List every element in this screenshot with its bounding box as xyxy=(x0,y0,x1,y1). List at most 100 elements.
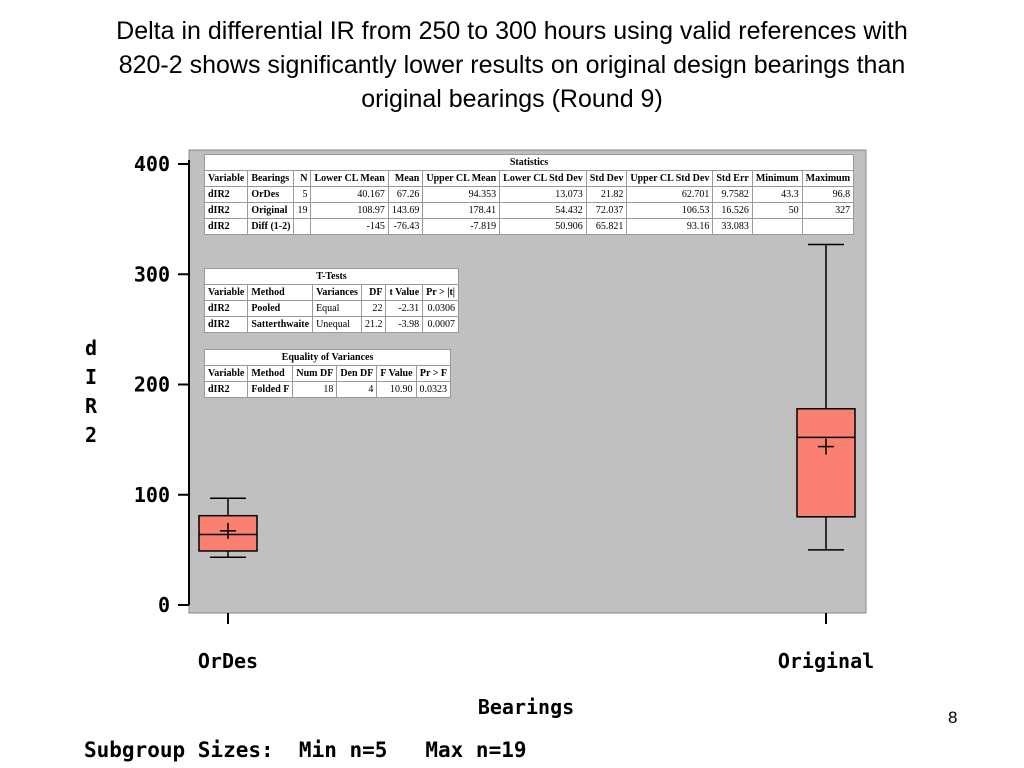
table-cell: -3.98 xyxy=(385,316,424,333)
table-row: dIR2 Folded F 18 4 10.90 0.0323 xyxy=(203,381,452,398)
table-cell: dIR2 xyxy=(203,186,249,203)
y-axis-label: dIR 2 xyxy=(85,336,98,447)
column-header: Variable xyxy=(203,284,249,301)
y-tick-label: 200 xyxy=(134,373,170,397)
table-cell: -76.43 xyxy=(387,218,424,235)
table-cell: OrDes xyxy=(247,186,295,203)
column-header: Variable xyxy=(203,365,249,382)
column-header: Minimum xyxy=(751,170,803,187)
table-cell: 72.037 xyxy=(585,202,628,219)
column-header: Variances xyxy=(312,284,362,301)
table-cell: Pooled xyxy=(247,300,314,317)
table-caption: Statistics xyxy=(203,154,855,171)
y-tick-label: 0 xyxy=(158,593,170,617)
table-row: dIR2 Diff (1-2) -145 -76.43 -7.819 50.906 65.8… xyxy=(203,218,855,235)
column-header: Method xyxy=(247,365,294,382)
column-header: N xyxy=(293,170,312,187)
column-header: t Value xyxy=(385,284,424,301)
table-cell: -2.31 xyxy=(385,300,424,317)
column-header: Std Err xyxy=(712,170,753,187)
table-cell: 10.90 xyxy=(376,381,417,398)
table-cell: 40.167 xyxy=(310,186,389,203)
column-header: Pr > |t| xyxy=(422,284,459,301)
table-cell: 21.2 xyxy=(360,316,387,333)
table-cell: 5 xyxy=(293,186,312,203)
table-cell: 108.97 xyxy=(310,202,389,219)
table-row: dIR2 Satterthwaite Unequal 21.2 -3.98 0.0007 xyxy=(203,316,459,333)
column-header: Den DF xyxy=(336,365,378,382)
table-cell: 43.3 xyxy=(751,186,803,203)
y-label-char: I xyxy=(85,365,97,389)
table-cell: 50.906 xyxy=(499,218,587,235)
box-original xyxy=(796,243,856,551)
table-cell: dIR2 xyxy=(203,316,249,333)
column-header: Upper CL Mean xyxy=(422,170,501,187)
table-cell: Equal xyxy=(312,300,362,317)
x-tick-label: OrDes xyxy=(198,649,258,673)
x-ticks: OrDes Original xyxy=(198,613,874,673)
table-cell: 0.0306 xyxy=(422,300,459,317)
table-row: dIR2 Original 19 108.97 143.69 178.41 54.432 72… xyxy=(203,202,855,219)
table-cell: 96.8 xyxy=(801,186,855,203)
column-header: Method xyxy=(247,284,314,301)
table-row: dIR2 Pooled Equal 22 -2.31 0.0306 xyxy=(203,300,459,317)
table-cell: dIR2 xyxy=(203,381,249,398)
title-line: 820-2 shows significantly lower results … xyxy=(118,51,906,79)
table-cell: 50 xyxy=(751,202,803,219)
table-cell: 327 xyxy=(801,202,855,219)
table-cell: -145 xyxy=(310,218,389,235)
title-line: Delta in differential IR from 250 to 300… xyxy=(116,17,908,45)
table-cell: 62.701 xyxy=(626,186,714,203)
table-cell: 93.16 xyxy=(626,218,714,235)
page-number: 8 xyxy=(948,708,958,727)
table-cell: 21.82 xyxy=(585,186,628,203)
box-ordes xyxy=(198,497,258,559)
table-cell: 18 xyxy=(292,381,338,398)
y-ticks: 0 100 200 300 400 xyxy=(134,152,189,617)
x-tick-label: Original xyxy=(778,649,874,673)
table-cell: 16.526 xyxy=(712,202,753,219)
table-cell: 4 xyxy=(336,381,378,398)
x-axis-label: Bearings xyxy=(478,695,574,719)
table-cell: dIR2 xyxy=(203,218,249,235)
table-cell xyxy=(293,218,312,235)
table-cell: Unequal xyxy=(312,316,362,333)
table-header-row: Variable Bearings N Lower CL Mean Mean Upper … xyxy=(203,170,855,187)
variances-table: Equality of Variances Variable Method Num … xyxy=(203,349,452,398)
table-cell xyxy=(751,218,803,235)
table-cell: dIR2 xyxy=(203,202,249,219)
table-cell: 178.41 xyxy=(422,202,501,219)
column-header: Lower CL Mean xyxy=(310,170,389,187)
table-cell: 13.073 xyxy=(499,186,587,203)
table-cell: 0.0323 xyxy=(415,381,452,398)
slide-title: Delta in differential IR from 250 to 300… xyxy=(40,14,984,116)
table-cell: 143.69 xyxy=(387,202,424,219)
table-caption: T-Tests xyxy=(204,268,459,285)
column-header: F Value xyxy=(376,365,417,382)
y-label-char: d xyxy=(85,336,97,360)
column-header: Lower CL Std Dev xyxy=(499,170,587,187)
column-header: Num DF xyxy=(292,365,338,382)
ttests-table: T-Tests Variable Method Variances DF t Value… xyxy=(203,268,459,333)
y-tick-label: 300 xyxy=(134,262,170,286)
column-header: Maximum xyxy=(801,170,855,187)
table-cell: dIR2 xyxy=(203,300,249,317)
column-header: Upper CL Std Dev xyxy=(626,170,714,187)
table-cell: 22 xyxy=(360,300,387,317)
table-cell: Diff (1-2) xyxy=(247,218,295,235)
table-cell: 19 xyxy=(293,202,312,219)
table-cell: 67.26 xyxy=(387,186,424,203)
table-cell: 54.432 xyxy=(499,202,587,219)
table-cell: Original xyxy=(247,202,295,219)
table-cell: Satterthwaite xyxy=(247,316,314,333)
column-header: DF xyxy=(360,284,387,301)
table-cell: 94.353 xyxy=(422,186,501,203)
table-cell: 0.0007 xyxy=(422,316,459,333)
table-caption: Equality of Variances xyxy=(203,349,452,366)
y-tick-label: 400 xyxy=(134,152,170,176)
column-header: Mean xyxy=(387,170,424,187)
table-cell: 106.53 xyxy=(626,202,714,219)
statistics-table: Statistics Variable Bearings N Lower CL Mea… xyxy=(203,154,855,235)
table-header-row: Variable Method Variances DF t Value Pr > |t| xyxy=(203,284,459,301)
